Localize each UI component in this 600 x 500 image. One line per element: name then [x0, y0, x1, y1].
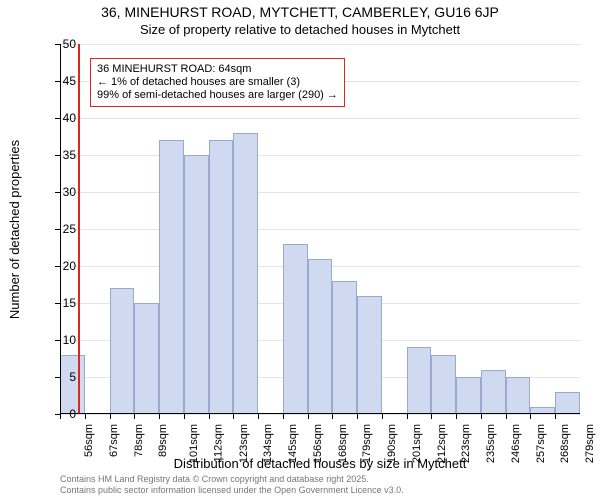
x-tick-label: 89sqm: [157, 424, 169, 457]
histogram-bar: [110, 288, 135, 414]
gridline: [60, 229, 580, 230]
x-tick-mark: [159, 414, 160, 419]
y-tick-label: 25: [44, 222, 76, 236]
annotation-line1: 36 MINEHURST ROAD: 64sqm: [97, 63, 338, 76]
y-tick-label: 10: [44, 333, 76, 347]
gridline: [60, 192, 580, 193]
y-tick-label: 35: [44, 148, 76, 162]
x-tick-label: 67sqm: [108, 424, 120, 457]
x-tick-mark: [555, 414, 556, 419]
histogram-bar: [209, 140, 234, 414]
footer-attribution: Contains HM Land Registry data © Crown c…: [60, 474, 580, 496]
x-tick-label: 246sqm: [510, 424, 522, 463]
annotation-box: 36 MINEHURST ROAD: 64sqm← 1% of detached…: [90, 58, 345, 107]
histogram-bar: [555, 392, 580, 414]
x-tick-mark: [85, 414, 86, 419]
x-tick-label: 156sqm: [312, 424, 324, 463]
histogram-bar: [283, 244, 308, 414]
gridline: [60, 44, 580, 45]
y-tick-label: 40: [44, 111, 76, 125]
y-axis-label: Number of detached properties: [6, 44, 24, 414]
gridline: [60, 155, 580, 156]
x-tick-label: 145sqm: [287, 424, 299, 463]
x-tick-label: 212sqm: [436, 424, 448, 463]
y-tick-label: 50: [44, 37, 76, 51]
histogram-bar: [357, 296, 382, 414]
histogram-bar: [481, 370, 506, 414]
x-tick-mark: [530, 414, 531, 419]
x-axis-line: [60, 413, 580, 414]
x-tick-mark: [209, 414, 210, 419]
x-tick-label: 168sqm: [337, 424, 349, 463]
annotation-line3: 99% of semi-detached houses are larger (…: [97, 89, 338, 102]
x-tick-mark: [407, 414, 408, 419]
chart-area: 36 MINEHURST ROAD: 64sqm← 1% of detached…: [60, 44, 580, 414]
page-subtitle: Size of property relative to detached ho…: [0, 22, 600, 37]
x-tick-mark: [506, 414, 507, 419]
page-title: 36, MINEHURST ROAD, MYTCHETT, CAMBERLEY,…: [0, 4, 600, 20]
histogram-bar: [407, 347, 432, 414]
footer-line2: Contains public sector information licen…: [60, 485, 580, 496]
histogram-bar: [184, 155, 209, 414]
x-tick-mark: [233, 414, 234, 419]
y-tick-label: 15: [44, 296, 76, 310]
x-tick-mark: [110, 414, 111, 419]
x-tick-label: 257sqm: [535, 424, 547, 463]
annotation-line2: ← 1% of detached houses are smaller (3): [97, 76, 338, 89]
x-tick-mark: [308, 414, 309, 419]
x-tick-label: 56sqm: [83, 424, 95, 457]
x-tick-mark: [184, 414, 185, 419]
y-tick-label: 45: [44, 74, 76, 88]
histogram-bar: [332, 281, 357, 414]
x-tick-label: 179sqm: [362, 424, 374, 463]
x-tick-label: 112sqm: [212, 424, 224, 462]
y-tick-label: 5: [44, 370, 76, 384]
y-tick-label: 30: [44, 185, 76, 199]
x-tick-mark: [332, 414, 333, 419]
histogram-bar: [60, 355, 85, 414]
x-tick-mark: [357, 414, 358, 419]
x-tick-mark: [134, 414, 135, 419]
histogram-bar: [506, 377, 531, 414]
x-tick-label: 268sqm: [560, 424, 572, 463]
x-tick-label: 78sqm: [133, 424, 145, 457]
y-tick-label: 0: [44, 407, 76, 421]
x-tick-mark: [283, 414, 284, 419]
x-tick-mark: [431, 414, 432, 419]
x-tick-label: 190sqm: [386, 424, 398, 463]
x-tick-label: 235sqm: [485, 424, 497, 463]
reference-line: [78, 44, 80, 414]
y-tick-label: 20: [44, 259, 76, 273]
x-tick-mark: [456, 414, 457, 419]
gridline: [60, 118, 580, 119]
x-tick-mark: [481, 414, 482, 419]
x-tick-label: 101sqm: [188, 424, 200, 463]
histogram-bar: [456, 377, 481, 414]
histogram-bar: [431, 355, 456, 414]
x-tick-mark: [258, 414, 259, 419]
x-tick-mark: [382, 414, 383, 419]
histogram-bar: [233, 133, 258, 414]
x-tick-label: 123sqm: [238, 424, 250, 463]
x-tick-label: 134sqm: [262, 424, 274, 463]
x-tick-label: 223sqm: [461, 424, 473, 463]
histogram-bar: [159, 140, 184, 414]
histogram-bar: [134, 303, 159, 414]
x-tick-label: 201sqm: [411, 424, 423, 463]
x-tick-label: 279sqm: [584, 424, 596, 463]
gridline: [60, 414, 580, 415]
histogram-bar: [308, 259, 333, 414]
footer-line1: Contains HM Land Registry data © Crown c…: [60, 474, 580, 485]
